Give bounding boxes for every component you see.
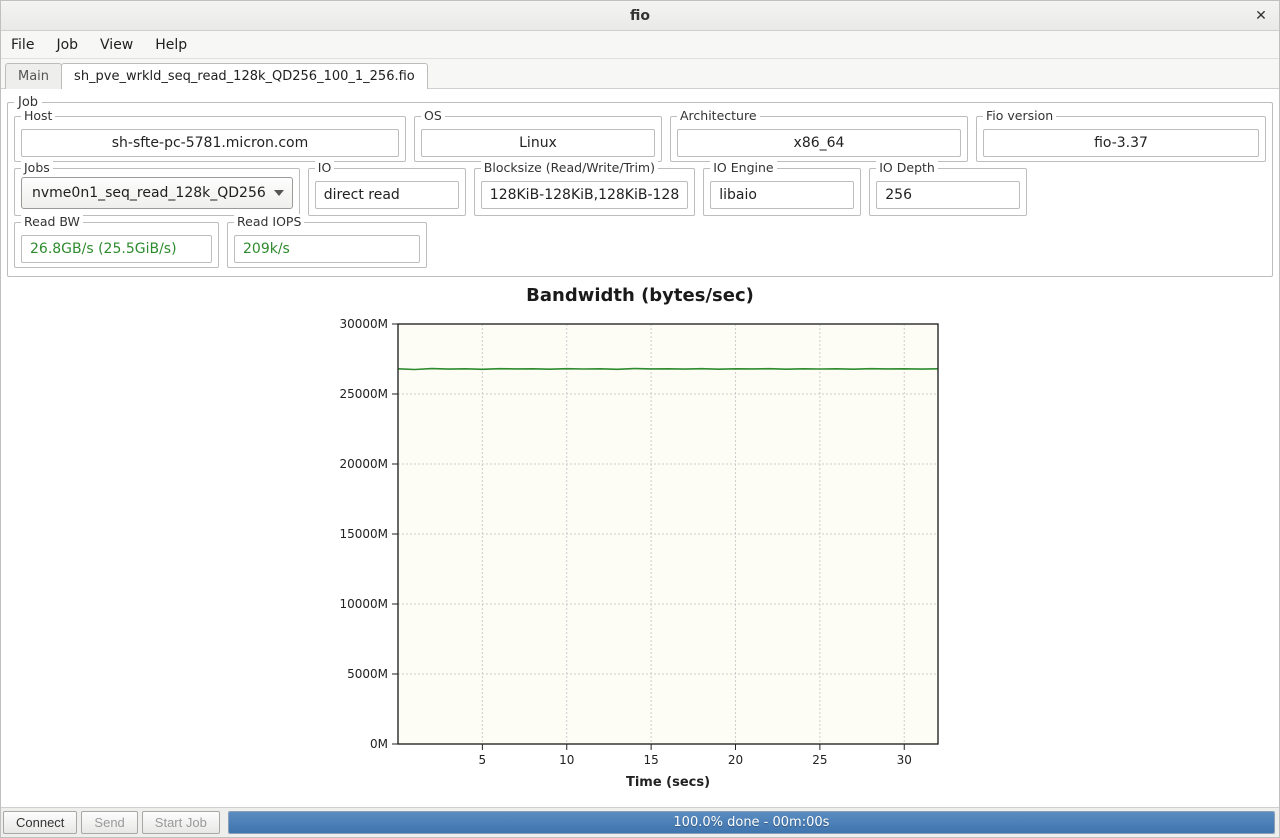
fio-field: Fio version fio-3.37 bbox=[976, 116, 1266, 162]
svg-text:5: 5 bbox=[478, 753, 486, 767]
job-row-1: Host sh-sfte-pc-5781.micron.com OS Linux… bbox=[14, 116, 1266, 162]
fio-label: Fio version bbox=[983, 108, 1056, 123]
tab-main[interactable]: Main bbox=[5, 63, 62, 89]
jobs-selected: nvme0n1_seq_read_128k_QD256 bbox=[32, 185, 266, 201]
svg-text:25000M: 25000M bbox=[339, 387, 388, 401]
connect-button[interactable]: Connect bbox=[3, 811, 77, 834]
send-button[interactable]: Send bbox=[81, 811, 137, 834]
jobs-dropdown[interactable]: nvme0n1_seq_read_128k_QD256 bbox=[21, 177, 293, 209]
svg-text:15000M: 15000M bbox=[339, 527, 388, 541]
blocksize-value: 128KiB-128KiB,128KiB-128 bbox=[481, 181, 688, 209]
readiops-value: 209k/s bbox=[234, 235, 420, 263]
iodepth-value: 256 bbox=[876, 181, 1020, 209]
readiops-field: Read IOPS 209k/s bbox=[227, 222, 427, 268]
io-label: IO bbox=[315, 160, 335, 175]
chart-wrap: Bandwidth (bytes/sec) 5 10 15 20 25 30 0M 5000M… bbox=[7, 281, 1273, 807]
job-row-2: Jobs nvme0n1_seq_read_128k_QD256 IO dire… bbox=[14, 168, 1266, 216]
close-icon[interactable]: ✕ bbox=[1251, 6, 1271, 26]
blocksize-field: Blocksize (Read/Write/Trim) 128KiB-128Ki… bbox=[474, 168, 695, 216]
window: fio ✕ File Job View Help Main sh_pve_wrk… bbox=[0, 0, 1280, 838]
titlebar: fio ✕ bbox=[1, 1, 1279, 31]
ioengine-value: libaio bbox=[710, 181, 854, 209]
os-label: OS bbox=[421, 108, 445, 123]
menu-help[interactable]: Help bbox=[151, 34, 191, 56]
svg-text:Time (secs): Time (secs) bbox=[625, 775, 709, 790]
menubar: File Job View Help bbox=[1, 31, 1279, 59]
bandwidth-chart: 5 10 15 20 25 30 0M 5000M 10000M 15000M 20000M 2500… bbox=[328, 314, 953, 794]
tab-jobfile[interactable]: sh_pve_wrkld_seq_read_128k_QD256_100_1_2… bbox=[61, 63, 428, 89]
tabbar: Main sh_pve_wrkld_seq_read_128k_QD256_10… bbox=[1, 59, 1279, 89]
window-title: fio bbox=[630, 8, 650, 24]
ioengine-field: IO Engine libaio bbox=[703, 168, 861, 216]
content: Job Host sh-sfte-pc-5781.micron.com OS L… bbox=[1, 89, 1279, 807]
fio-value: fio-3.37 bbox=[983, 129, 1259, 157]
svg-text:30000M: 30000M bbox=[339, 317, 388, 331]
blocksize-label: Blocksize (Read/Write/Trim) bbox=[481, 160, 658, 175]
io-value: direct read bbox=[315, 181, 459, 209]
statusbar: Connect Send Start Job 100.0% done - 00m… bbox=[1, 807, 1279, 837]
progress-bar: 100.0% done - 00m:00s bbox=[228, 811, 1275, 834]
jobs-field: Jobs nvme0n1_seq_read_128k_QD256 bbox=[14, 168, 300, 216]
iodepth-field: IO Depth 256 bbox=[869, 168, 1027, 216]
os-value: Linux bbox=[421, 129, 655, 157]
svg-text:10000M: 10000M bbox=[339, 597, 388, 611]
svg-text:30: 30 bbox=[896, 753, 911, 767]
arch-label: Architecture bbox=[677, 108, 760, 123]
job-row-3: Read BW 26.8GB/s (25.5GiB/s) Read IOPS 2… bbox=[14, 222, 1266, 268]
menu-view[interactable]: View bbox=[96, 34, 137, 56]
jobs-label: Jobs bbox=[21, 160, 53, 175]
readiops-label: Read IOPS bbox=[234, 214, 304, 229]
os-field: OS Linux bbox=[414, 116, 662, 162]
svg-text:20: 20 bbox=[727, 753, 742, 767]
svg-text:20000M: 20000M bbox=[339, 457, 388, 471]
svg-text:5000M: 5000M bbox=[347, 667, 388, 681]
job-fieldset: Job Host sh-sfte-pc-5781.micron.com OS L… bbox=[7, 95, 1273, 277]
menu-file[interactable]: File bbox=[7, 34, 38, 56]
host-field: Host sh-sfte-pc-5781.micron.com bbox=[14, 116, 406, 162]
host-label: Host bbox=[21, 108, 55, 123]
host-value: sh-sfte-pc-5781.micron.com bbox=[21, 129, 399, 157]
svg-text:15: 15 bbox=[643, 753, 658, 767]
io-field: IO direct read bbox=[308, 168, 466, 216]
svg-text:25: 25 bbox=[812, 753, 827, 767]
readbw-label: Read BW bbox=[21, 214, 83, 229]
readbw-value: 26.8GB/s (25.5GiB/s) bbox=[21, 235, 212, 263]
iodepth-label: IO Depth bbox=[876, 160, 938, 175]
startjob-button[interactable]: Start Job bbox=[142, 811, 220, 834]
svg-text:0M: 0M bbox=[370, 737, 388, 751]
ioengine-label: IO Engine bbox=[710, 160, 776, 175]
svg-text:10: 10 bbox=[559, 753, 574, 767]
arch-value: x86_64 bbox=[677, 129, 961, 157]
arch-field: Architecture x86_64 bbox=[670, 116, 968, 162]
readbw-field: Read BW 26.8GB/s (25.5GiB/s) bbox=[14, 222, 219, 268]
progress-text: 100.0% done - 00m:00s bbox=[229, 812, 1274, 833]
chart-title: Bandwidth (bytes/sec) bbox=[526, 285, 754, 306]
menu-job[interactable]: Job bbox=[52, 34, 82, 56]
